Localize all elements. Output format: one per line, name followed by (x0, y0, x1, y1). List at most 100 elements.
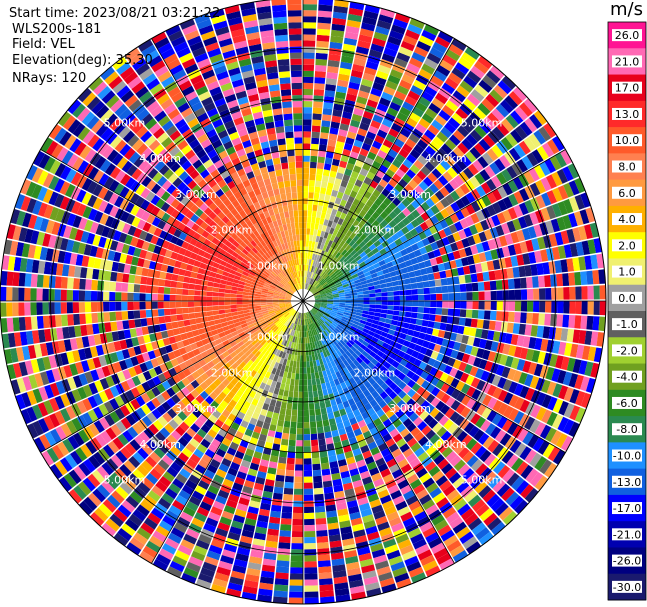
gate-cell (323, 322, 329, 328)
gate-cell (371, 258, 379, 265)
gate-cell (319, 590, 334, 598)
gate-cell (356, 309, 363, 314)
ray-30 (315, 301, 606, 316)
gate-cell (276, 560, 290, 568)
gate-cell (343, 419, 351, 428)
gate-cell (486, 178, 497, 191)
gate-cell (427, 273, 435, 281)
gate-cell (303, 379, 308, 386)
gate-cell (369, 301, 376, 305)
gate-cell (355, 414, 364, 423)
gate-cell (550, 218, 561, 233)
gate-cell (304, 537, 316, 544)
gate-cell (455, 333, 463, 343)
gate-cell (303, 403, 309, 411)
gate-cell (470, 201, 481, 213)
gate-cell (483, 471, 497, 485)
gate-cell (326, 318, 333, 324)
gate-cell (490, 498, 505, 512)
gate-cell (310, 336, 314, 343)
gate-cell (448, 301, 455, 309)
gate-cell (308, 403, 315, 410)
gate-cell (352, 320, 360, 326)
gate-cell (307, 277, 311, 284)
gate-cell (471, 499, 486, 512)
gate-cell (379, 577, 395, 588)
gate-cell (452, 276, 460, 285)
gate-cell (407, 388, 416, 398)
gate-cell (340, 61, 353, 70)
gate-cell (399, 106, 412, 117)
gate-cell (466, 472, 479, 485)
gate-cell (329, 367, 335, 375)
gate-cell (333, 358, 340, 366)
gate-cell (474, 263, 483, 273)
gate-cell (338, 225, 345, 233)
gate-cell (433, 454, 445, 466)
gate-cell (483, 134, 496, 148)
gate-cell (316, 384, 322, 391)
gate-cell (375, 301, 382, 305)
gate-cell (586, 270, 594, 285)
gate-cell (319, 278, 325, 284)
gate-cell (420, 400, 431, 410)
gate-cell (422, 477, 435, 489)
gate-cell (304, 591, 319, 598)
gate-cell (349, 511, 361, 521)
gate-cell (424, 294, 431, 301)
gate-cell (333, 216, 340, 224)
gate-cell (343, 343, 351, 351)
gate-cell (401, 74, 415, 85)
gate-cell (182, 289, 189, 295)
gate-cell (390, 490, 402, 500)
gate-cell (445, 396, 456, 408)
gate-cell (327, 261, 334, 268)
gate-cell (339, 256, 346, 263)
gate-cell (248, 292, 256, 296)
gate-cell (334, 0, 349, 8)
gate-cell (542, 443, 555, 459)
gate-cell (507, 244, 517, 256)
gate-cell (387, 301, 394, 306)
gate-cell (387, 484, 400, 495)
gate-cell (194, 284, 202, 291)
gate-cell (317, 156, 325, 164)
gate-cell (473, 107, 487, 121)
gate-cell (430, 204, 440, 215)
gate-cell (328, 334, 334, 341)
gate-cell (331, 373, 338, 380)
gate-cell (434, 519, 449, 532)
gate-cell (453, 129, 465, 142)
gate-cell (328, 316, 335, 321)
gate-cell (580, 271, 588, 285)
gate-cell (357, 337, 364, 344)
gate-cell (532, 437, 545, 452)
gate-cell (317, 365, 322, 373)
gate-cell (313, 267, 318, 274)
gate-cell (529, 452, 542, 468)
gate-cell (455, 258, 463, 268)
gate-cell (318, 144, 327, 152)
gate-cell (383, 361, 392, 370)
gate-cell (487, 239, 496, 250)
gate-cell (419, 521, 434, 533)
gate-cell (528, 362, 538, 375)
gate-cell (352, 261, 359, 268)
gate-cell (360, 264, 368, 271)
gate-cell (382, 327, 390, 334)
gate-cell (412, 538, 427, 550)
gate-cell (516, 229, 526, 242)
gate-cell (361, 350, 369, 358)
gate-cell (54, 289, 61, 301)
gate-cell (557, 245, 567, 259)
gate-cell (402, 375, 411, 385)
gate-cell (392, 158, 402, 169)
gate-cell (332, 320, 339, 326)
gate-cell (501, 487, 515, 502)
gate-cell (281, 432, 290, 440)
gate-cell (309, 167, 317, 175)
gate-cell (369, 467, 380, 476)
gate-cell (508, 147, 521, 162)
gate-cell (208, 320, 216, 327)
gate-cell (48, 315, 56, 328)
